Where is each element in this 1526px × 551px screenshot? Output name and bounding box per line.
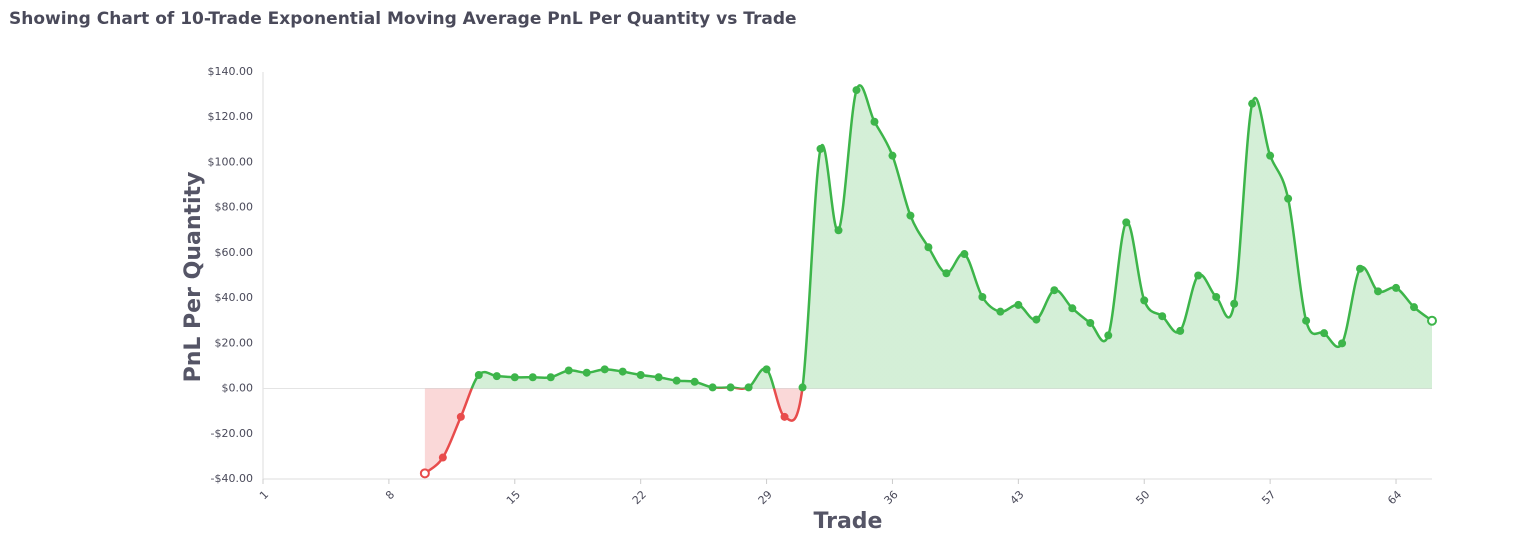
point (474, 370, 483, 379)
point (1392, 283, 1401, 292)
point (636, 370, 645, 379)
point (438, 453, 447, 462)
point (906, 211, 915, 220)
point (1140, 296, 1149, 305)
point (1248, 99, 1257, 108)
point (942, 269, 951, 278)
x-tick-label: 43 (1008, 488, 1027, 507)
x-tick-label: 8 (383, 488, 397, 502)
point (978, 292, 987, 301)
point (1266, 151, 1275, 160)
point (690, 377, 699, 386)
point (600, 365, 609, 374)
point (564, 366, 573, 375)
point (1068, 304, 1077, 313)
point (510, 373, 519, 382)
point (888, 151, 897, 160)
point (816, 144, 825, 153)
x-tick-label: 36 (882, 488, 901, 507)
point (1050, 286, 1059, 295)
point (834, 226, 843, 235)
y-tick-label: $100.00 (208, 155, 254, 168)
point (1212, 292, 1221, 301)
point (1284, 194, 1293, 203)
point (1356, 264, 1365, 273)
point (582, 368, 591, 377)
point (672, 376, 681, 385)
point (1427, 315, 1437, 326)
point (924, 243, 933, 252)
point (798, 383, 807, 392)
point (1122, 218, 1131, 227)
x-tick-label: 64 (1385, 488, 1404, 507)
point (762, 365, 771, 374)
x-tick-label: 57 (1259, 488, 1278, 507)
y-tick-label: -$20.00 (211, 427, 253, 440)
point (780, 412, 789, 421)
y-tick-label: $40.00 (215, 291, 254, 304)
point (1374, 287, 1383, 296)
chart-title: Showing Chart of 10-Trade Exponential Mo… (9, 9, 797, 29)
y-tick-label: $0.00 (222, 382, 254, 395)
point (1338, 339, 1347, 348)
y-tick-label: $120.00 (208, 110, 254, 123)
y-tick-label: $20.00 (215, 336, 254, 349)
point (528, 373, 537, 382)
point (419, 468, 430, 479)
point (960, 250, 969, 259)
x-tick-label: 15 (504, 488, 523, 507)
point (1158, 312, 1167, 321)
point (654, 373, 663, 382)
point (744, 383, 753, 392)
point (618, 367, 627, 376)
point (1086, 318, 1095, 327)
point (726, 383, 735, 392)
point (870, 117, 879, 126)
y-tick-label: $60.00 (215, 246, 254, 259)
point (1230, 299, 1239, 308)
point (996, 307, 1005, 316)
area (424, 85, 1432, 474)
point (1176, 326, 1185, 335)
point (546, 373, 555, 382)
point (1302, 316, 1311, 325)
point (492, 372, 501, 381)
x-axis-title: Trade (814, 509, 883, 534)
x-tick-label: 50 (1133, 488, 1152, 507)
point (1032, 315, 1041, 324)
point (456, 412, 465, 421)
y-tick-label: -$40.00 (211, 472, 253, 485)
x-tick-label: 29 (756, 488, 775, 507)
x-tick-label: 1 (257, 488, 271, 502)
point (1320, 329, 1329, 338)
y-axis-title: PnL Per Quantity (181, 172, 206, 383)
point (1194, 271, 1203, 280)
point (1410, 303, 1419, 312)
point (1104, 331, 1113, 340)
point (1014, 300, 1023, 309)
x-tick-label: 22 (630, 488, 649, 507)
point (708, 383, 717, 392)
point (852, 86, 861, 95)
y-tick-label: $140.00 (208, 65, 254, 78)
y-tick-label: $80.00 (215, 201, 254, 214)
